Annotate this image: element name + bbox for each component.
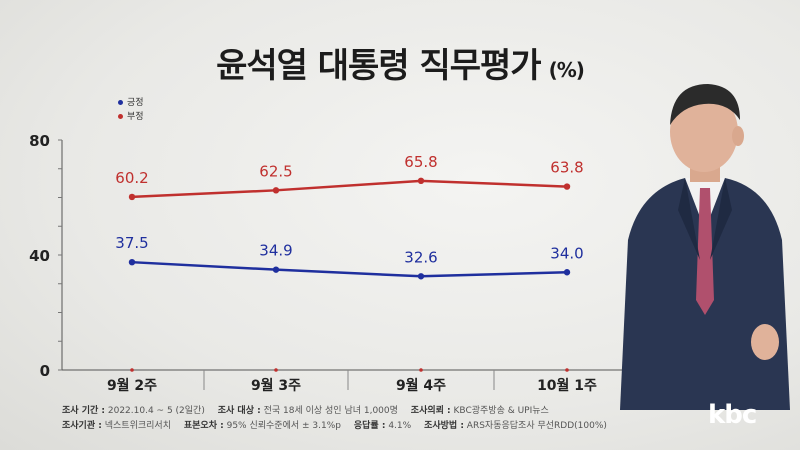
footer-label: 표본오차 : [183,421,224,431]
data-point [128,258,136,266]
data-point [563,269,571,276]
y-tick-label: 40 [29,247,50,265]
data-point [128,193,136,201]
footer-label: 조사 대상 : [217,406,261,416]
y-tick-label: 80 [29,132,50,150]
footer-label: 조사의뢰 : [410,406,451,416]
x-tick-mark [565,368,569,372]
footer-value: ARS자동응답조사 무선RDD(100%) [466,421,607,431]
legend-item-negative: 부정 [118,110,144,124]
x-tick-mark [130,368,134,372]
data-point [417,273,425,280]
kbc-logo: kbc [708,400,757,430]
x-tick-label: 9월 4주 [396,377,446,394]
footer-value: 전국 18세 이상 성인 남녀 1,000명 [263,406,398,416]
footer-value: 2022.10.4 ~ 5 (2일간) [107,406,205,416]
footer-value: 넥스트위크리서치 [104,421,171,431]
series-line-negative [131,179,568,199]
data-point [272,266,280,273]
footer-label: 응답률 : [353,421,386,431]
legend-label-positive: 긍정 [127,98,144,108]
data-label: 34.9 [259,242,292,260]
footer-value: 95% 신뢰수준에서 ± 3.1%p [226,421,341,431]
footer-line-2: 조사기관 : 넥스트위크리서치 표본오차 : 95% 신뢰수준에서 ± 3.1%… [62,419,607,434]
footer-label: 조사기관 : [62,421,102,431]
chart-title: 윤석열 대통령 직무평가 (%) [0,38,800,87]
legend-label-negative: 부정 [127,112,144,122]
title-text: 윤석열 대통령 직무평가 [216,46,541,86]
legend-dot-positive [118,100,123,105]
survey-footer: 조사 기간 : 2022.10.4 ~ 5 (2일간) 조사 대상 : 전국 1… [62,404,607,434]
footer-label: 조사 기간 : [62,406,105,416]
title-unit: (%) [548,58,585,82]
footer-value: 4.1% [388,421,412,431]
footer-value: KBC광주방송 & UPI뉴스 [453,406,549,416]
legend-item-positive: 긍정 [118,96,144,110]
data-label: 62.5 [259,162,292,180]
data-point [417,177,425,185]
x-tick-mark [274,368,278,372]
x-tick-mark [419,368,423,372]
data-point [272,187,280,194]
footer-label: 조사방법 : [424,421,464,431]
legend-dot-negative [118,114,123,119]
president-photo [620,84,790,410]
x-tick-label: 10월 1주 [537,377,597,394]
data-label: 32.6 [404,248,437,266]
data-label: 37.5 [115,234,148,252]
series-line-positive [131,260,568,278]
data-label: 65.8 [404,153,437,171]
data-point [563,183,571,190]
data-label: 60.2 [115,169,148,187]
x-tick-label: 9월 3주 [251,377,301,394]
footer-line-1: 조사 기간 : 2022.10.4 ~ 5 (2일간) 조사 대상 : 전국 1… [62,404,607,419]
data-label: 34.0 [550,244,583,262]
legend: 긍정 부정 [118,96,144,124]
data-label: 63.8 [550,159,583,177]
y-tick-label: 0 [40,362,50,380]
x-tick-label: 9월 2주 [107,377,157,394]
